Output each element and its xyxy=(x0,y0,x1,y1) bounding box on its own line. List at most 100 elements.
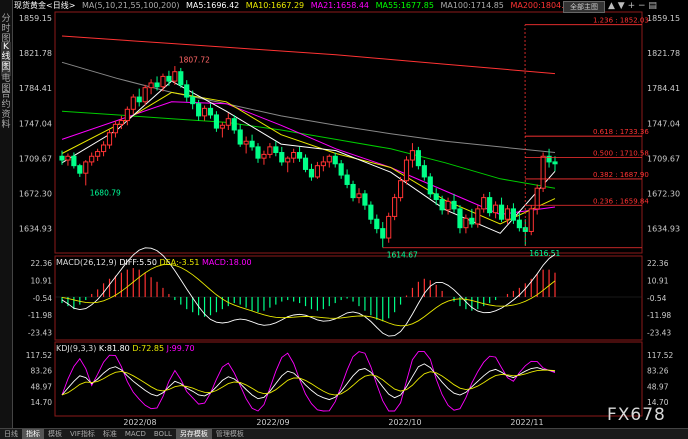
kdj-d: D:72.85 xyxy=(132,344,164,353)
candle-body xyxy=(315,166,319,177)
macd-diff: DIFF:5.50 xyxy=(119,258,157,267)
ma55-value: MA55:1677.85 xyxy=(376,1,434,10)
macd-tick-left: -23.43 xyxy=(28,329,52,338)
candle-body xyxy=(387,216,391,238)
candle-body xyxy=(280,153,284,162)
price-tick-left: 1859.15 xyxy=(19,14,52,23)
candle-body xyxy=(452,201,456,209)
fib-level-label: 0.618 : 1733.36 xyxy=(593,128,649,136)
price-annotation: 1616.51 xyxy=(529,249,560,258)
candle-body xyxy=(357,194,361,198)
candle-body xyxy=(327,156,331,162)
candle-body xyxy=(119,121,123,125)
candle-body xyxy=(214,115,218,128)
kdj-header: KDJ(9,3,3) K:81.80 D:72.85 J:99.70 xyxy=(56,344,195,354)
candle-body xyxy=(416,151,420,166)
candle-body xyxy=(149,83,153,88)
candle-body xyxy=(529,209,533,232)
candle-body xyxy=(125,109,129,120)
kdj-j: J:99.70 xyxy=(167,344,195,353)
candle-body xyxy=(298,153,302,159)
candle-body xyxy=(494,205,498,213)
toolbar-icons[interactable]: ▲ ▼ + − ▤ xyxy=(608,1,657,11)
candle-body xyxy=(547,156,551,162)
candle-body xyxy=(321,162,325,166)
candle-body xyxy=(476,209,480,224)
candle-body xyxy=(351,184,355,197)
price-tick-left: 1784.41 xyxy=(19,84,52,93)
macd-label: MACD(26,12,9) xyxy=(56,258,117,267)
price-tick-left: 1747.04 xyxy=(19,119,52,128)
fib-level-label: 0.382 : 1687.90 xyxy=(593,171,649,179)
kdj-tick-left: 14.70 xyxy=(31,398,53,407)
macd-dea: DEA:-3.51 xyxy=(159,258,199,267)
price-annotation: 1807.72 xyxy=(179,55,210,64)
kdj-k: K:81.80 xyxy=(99,344,130,353)
macd-tick-right: 22.36 xyxy=(647,259,669,268)
x-axis-label: 2022/08 xyxy=(123,418,156,427)
candle-body xyxy=(107,133,111,145)
macd-value: MACD:18.00 xyxy=(202,258,252,267)
candle-body xyxy=(101,145,105,152)
price-annotation: 1614.67 xyxy=(387,251,418,260)
candle-body xyxy=(161,76,165,86)
candle-body xyxy=(458,209,462,228)
kdj-tick-left: 117.52 xyxy=(26,351,52,360)
candle-body xyxy=(541,156,545,188)
candle-body xyxy=(440,199,444,209)
candle-body xyxy=(499,205,503,219)
candle-body xyxy=(482,198,486,209)
macd-tick-right: -23.43 xyxy=(647,329,671,338)
kdj-tick-right: 48.97 xyxy=(647,382,669,391)
full-chart-button[interactable]: 全部主图 xyxy=(563,1,605,13)
macd-tick-left: 22.36 xyxy=(31,259,53,268)
ma-line-ma200 xyxy=(62,36,555,74)
kdj-j-line xyxy=(62,352,555,411)
fib-level-label: 0.500 : 1710.58 xyxy=(593,150,649,158)
macd-pane-frame xyxy=(55,256,642,340)
ma-line-ma55 xyxy=(62,111,555,188)
price-tick-right: 1709.67 xyxy=(647,154,680,163)
ma-line-ma21 xyxy=(62,102,555,215)
candle-body xyxy=(517,220,521,228)
candle-body xyxy=(90,156,94,162)
candle-body xyxy=(238,130,242,144)
fib-level-label: 0.236 : 1659.84 xyxy=(593,197,649,205)
price-tick-right: 1821.78 xyxy=(647,49,680,58)
x-axis-label: 2022/10 xyxy=(388,418,421,427)
candle-body xyxy=(131,97,135,109)
candle-body xyxy=(422,166,426,177)
candle-body xyxy=(410,151,414,160)
candle-body xyxy=(208,108,212,115)
candle-body xyxy=(113,124,117,132)
price-tick-left: 1672.30 xyxy=(19,190,52,199)
macd-tick-left: -0.54 xyxy=(33,294,53,303)
macd-dea-line xyxy=(62,264,555,325)
ma21-value: MA21:1658.44 xyxy=(311,1,369,10)
candle-body xyxy=(393,198,397,217)
candle-body xyxy=(309,169,313,177)
candle-body xyxy=(464,218,468,227)
ma-line-ma5 xyxy=(62,81,555,233)
price-annotation: 1680.79 xyxy=(90,189,121,198)
macd-header: MACD(26,12,9) DIFF:5.50 DEA:-3.51 MACD:1… xyxy=(56,258,252,268)
ma-line-ma100 xyxy=(62,62,555,152)
candle-body xyxy=(274,147,278,153)
kdj-label: KDJ(9,3,3) xyxy=(56,344,96,353)
candle-body xyxy=(179,72,183,85)
candle-body xyxy=(286,158,290,162)
candle-body xyxy=(470,218,474,224)
candle-body xyxy=(60,156,64,160)
price-tick-right: 1784.41 xyxy=(647,84,680,93)
candle-body xyxy=(375,219,379,228)
ma5-value: MA5:1696.42 xyxy=(186,1,239,10)
candle-body xyxy=(333,156,337,164)
ma-line-ma10 xyxy=(62,92,555,224)
ma100-value: MA100:1714.85 xyxy=(440,1,503,10)
price-tick-right: 1672.30 xyxy=(647,190,680,199)
candle-body xyxy=(202,108,206,116)
candle-body xyxy=(167,76,171,81)
price-tick-left: 1709.67 xyxy=(19,154,52,163)
